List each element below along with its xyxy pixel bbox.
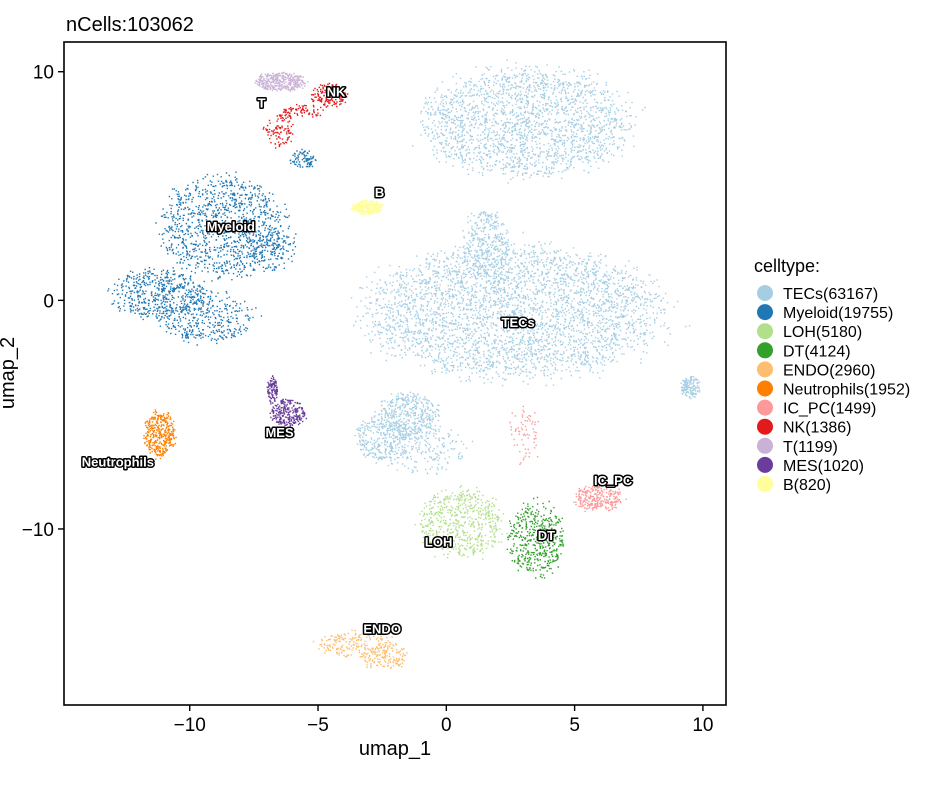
point-group-myeloid-2 [158, 289, 263, 346]
point-group-tecs-5 [680, 376, 701, 400]
legend-swatch [757, 437, 773, 454]
point-group-neutrophils-0 [143, 409, 177, 460]
legend-swatch [757, 456, 773, 473]
y-axis: 10 0 −10 [22, 63, 64, 541]
cluster-label-endo: ENDO [363, 622, 401, 637]
legend-label: B(820) [783, 477, 831, 494]
cluster-points-t [254, 71, 309, 92]
legend-swatch [757, 323, 773, 340]
legend-swatch [757, 342, 773, 359]
y-axis-title: umap_2 [0, 337, 19, 409]
legend: celltype: TECs(63167) Myeloid(19755) LOH(5… [754, 256, 910, 494]
point-group-tecs-1 [350, 231, 691, 387]
cluster-points-endo [312, 629, 408, 669]
legend-label: T(1199) [783, 439, 838, 456]
y-tick-label: −10 [22, 520, 54, 541]
point-group-tecs-4 [462, 211, 510, 282]
x-tick-label: −5 [307, 715, 329, 736]
legend-swatch [757, 399, 773, 416]
chart-title: nCells:103062 [66, 14, 194, 36]
point-group-tecs-6 [375, 425, 474, 475]
legend-label: TECs(63167) [783, 286, 878, 303]
point-group-t-0 [254, 71, 309, 92]
point-group-loh-0 [414, 485, 511, 560]
point-group-dt-0 [506, 496, 564, 579]
cluster-label-loh: LOH [425, 535, 452, 550]
legend-label: LOH(5180) [783, 324, 862, 341]
cluster-points-neutrophils [143, 409, 177, 460]
x-tick-label: 10 [692, 715, 713, 736]
legend-swatch [757, 418, 773, 435]
legend-label: Neutrophils(1952) [783, 382, 910, 399]
legend-items: TECs(63167) Myeloid(19755) LOH(5180) DT(412… [757, 285, 910, 494]
point-group-nk-1 [262, 112, 294, 149]
cluster-points-mes [266, 375, 307, 427]
point-group-tecs-0 [412, 59, 646, 184]
cluster-labels: TECs Myeloid LOH DT ENDO Neutrophils IC_PC NK T M… [80, 83, 634, 638]
legend-label: ENDO(2960) [783, 362, 875, 379]
point-group-endo-1 [360, 645, 408, 669]
cluster-label-ic-pc: IC_PC [594, 473, 633, 488]
cluster-label-t: T [258, 96, 266, 111]
point-group-tecs-2 [374, 391, 440, 441]
point-group-mes-1 [266, 375, 279, 405]
point-group-mes-0 [269, 398, 307, 427]
point-group-ic-pc-1 [509, 405, 539, 465]
legend-swatch [757, 304, 773, 321]
point-group-myeloid-4 [249, 227, 297, 271]
legend-swatch [757, 361, 773, 378]
legend-label: DT(4124) [783, 343, 851, 360]
cluster-points-tecs [350, 59, 701, 475]
cluster-points-loh [414, 485, 511, 560]
y-tick-label: 0 [43, 291, 54, 312]
legend-swatch [757, 285, 773, 301]
legend-label: MES(1020) [783, 458, 864, 475]
point-group-myeloid-0 [155, 171, 297, 283]
legend-swatch [757, 380, 773, 397]
legend-swatch [757, 476, 773, 492]
x-tick-label: 0 [441, 715, 452, 736]
cluster-label-nk: NK [327, 84, 346, 99]
legend-label: Myeloid(19755) [783, 305, 893, 322]
cluster-label-mes: MES [265, 425, 294, 440]
cluster-points-b [350, 199, 385, 216]
point-group-b-0 [350, 199, 385, 216]
cluster-label-neutrophils: Neutrophils [82, 455, 154, 470]
cluster-points-myeloid [107, 148, 317, 346]
scatter-points [107, 59, 701, 669]
x-axis-title: umap_1 [359, 738, 431, 760]
cluster-points-dt [506, 496, 564, 579]
cluster-label-b: B [375, 185, 384, 200]
point-group-ic-pc-0 [573, 481, 627, 513]
plot-panel-border [63, 41, 727, 706]
x-tick-label: 5 [569, 715, 580, 736]
cluster-label-dt: DT [538, 528, 555, 543]
cluster-label-tecs: TECs [502, 315, 535, 330]
legend-label: NK(1386) [783, 420, 851, 437]
point-group-endo-0 [312, 629, 397, 658]
cluster-label-myeloid: Myeloid [207, 219, 255, 234]
x-tick-label: −10 [174, 715, 206, 736]
cluster-points-ic-pc [509, 405, 627, 513]
point-group-tecs-3 [354, 414, 416, 461]
point-group-nk-0 [311, 82, 349, 108]
legend-title: celltype: [754, 256, 820, 276]
point-group-myeloid-3 [289, 148, 317, 168]
x-axis: −10 −5 0 5 10 [174, 705, 713, 736]
point-group-nk-2 [282, 103, 324, 118]
legend-label: IC_PC(1499) [783, 401, 876, 418]
y-tick-label: 10 [33, 63, 54, 84]
cluster-points-nk [262, 82, 349, 149]
